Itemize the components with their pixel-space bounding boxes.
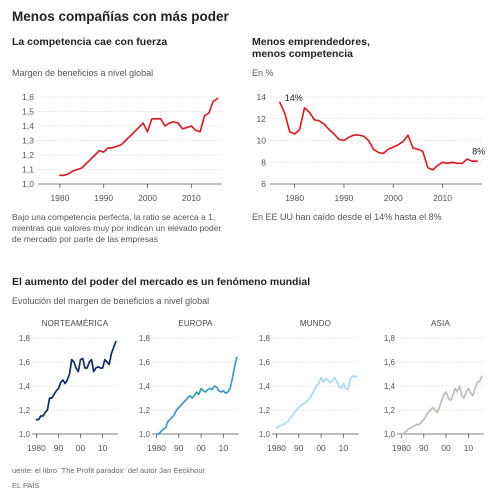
chart3-xtick-label: 10 xyxy=(98,443,108,453)
chart1-xtick-label: 1980 xyxy=(50,193,69,203)
chart5-xtick-label: 10 xyxy=(339,443,349,453)
chart2-ytick-label: 6 xyxy=(261,179,266,189)
chart4-ytick-label: 1,8 xyxy=(139,334,151,343)
chart2-title-line2: menos competencia xyxy=(252,48,353,60)
chart5-xtick-label: 00 xyxy=(316,443,326,453)
chart4-ytick-label: 1,0 xyxy=(139,430,151,439)
chart2-title-line1: Menos emprendedores, xyxy=(252,36,370,48)
chart1-ytick-label: 1,1 xyxy=(22,165,34,175)
chart2-series-line xyxy=(279,101,478,171)
chart1-ytick-label: 1,4 xyxy=(22,121,34,131)
chart5-region-title: MUNDO xyxy=(300,319,331,328)
chart5-ytick-label: 1,4 xyxy=(259,382,271,391)
chart3-ytick-label: 1,4 xyxy=(19,382,31,391)
footer-source: uente: el libro ¨The Profit paradox¨ del… xyxy=(12,466,205,475)
chart4-xtick-label: 00 xyxy=(196,443,206,453)
chart1-ytick-label: 1,2 xyxy=(22,150,34,160)
chart3-region-title: NORTEAMÉRICA xyxy=(42,319,109,328)
footer-credit: EL PAÍS xyxy=(12,481,40,490)
chart6-ytick-label: 1,0 xyxy=(384,430,396,439)
chart4-region-title: EUROPA xyxy=(178,319,213,328)
chart4-ytick-label: 1,4 xyxy=(139,382,151,391)
chart1-ytick-label: 1,3 xyxy=(22,136,34,146)
chart2-data-label: 14% xyxy=(285,93,303,103)
chart1-xtick-label: 2000 xyxy=(138,193,157,203)
chart3-series-line xyxy=(35,340,117,421)
chart3-xtick-label: 90 xyxy=(54,443,64,453)
main-title: Menos compañías con más poder xyxy=(12,9,229,24)
chart6-ytick-label: 1,4 xyxy=(384,382,396,391)
chart4-xtick-label: 90 xyxy=(174,443,184,453)
chart5-ytick-label: 1,8 xyxy=(259,334,271,343)
chart6-ytick-label: 1,2 xyxy=(384,406,396,415)
chart1-subtitle: Margen de beneficios a nivel global xyxy=(12,68,154,78)
chart5-ytick-label: 1,2 xyxy=(259,406,271,415)
chart6-series-line xyxy=(400,375,483,437)
chart3-ytick-label: 1,2 xyxy=(19,406,31,415)
chart2-xtick-label: 1980 xyxy=(285,193,304,203)
chart5-xtick-label: 1980 xyxy=(267,443,286,453)
chart2-data-label: 8% xyxy=(472,146,485,156)
chart2-note: En EE UU han caído desde el 14% hasta el… xyxy=(252,212,442,222)
chart4-xtick-label: 10 xyxy=(219,443,229,453)
chart5-series-line xyxy=(275,375,358,429)
chart1-series-line xyxy=(59,97,219,177)
chart5-ytick-label: 1,0 xyxy=(259,430,271,439)
chart5-xtick-label: 90 xyxy=(294,443,304,453)
section2-subtitle: Evolución del margen de beneficios a niv… xyxy=(12,296,210,306)
chart1-xtick-label: 2010 xyxy=(182,193,201,203)
chart2-xtick-label: 1990 xyxy=(334,193,353,203)
chart6-xtick-label: 00 xyxy=(441,443,451,453)
chart3-ytick-label: 1,8 xyxy=(19,334,31,343)
chart1-xtick-label: 1990 xyxy=(94,193,113,203)
chart1-ytick-label: 1,5 xyxy=(22,107,34,117)
chart6-xtick-label: 90 xyxy=(419,443,429,453)
chart2-xtick-label: 2000 xyxy=(384,193,403,203)
chart2-ytick-label: 14 xyxy=(257,92,267,102)
chart2-xtick-label: 2010 xyxy=(433,193,452,203)
chart2-ytick-label: 12 xyxy=(257,114,267,124)
chart2-ytick-label: 8 xyxy=(261,157,266,167)
chart2-subtitle: En % xyxy=(252,68,274,78)
chart1-note: Bajo una competencia perfecta, la ratio … xyxy=(12,212,222,244)
chart3-xtick-label: 1980 xyxy=(27,443,46,453)
chart6-ytick-label: 1,6 xyxy=(384,358,396,367)
chart6-ytick-label: 1,8 xyxy=(384,334,396,343)
chart3-xtick-label: 00 xyxy=(76,443,86,453)
chart1-ytick-label: 1,0 xyxy=(22,179,34,189)
chart6-xtick-label: 1980 xyxy=(392,443,411,453)
chart2-ytick-label: 10 xyxy=(257,136,267,146)
chart4-ytick-label: 1,6 xyxy=(139,358,151,367)
section2-title: El aumento del poder del mercado es un f… xyxy=(12,276,311,288)
chart4-xtick-label: 1980 xyxy=(147,443,166,453)
chart3-ytick-label: 1,0 xyxy=(19,430,31,439)
chart6-xtick-label: 10 xyxy=(464,443,474,453)
chart4-ytick-label: 1,2 xyxy=(139,406,151,415)
chart1-title: La competencia cae con fuerza xyxy=(12,36,168,48)
chart5-ytick-label: 1,6 xyxy=(259,358,271,367)
chart1-ytick-label: 1,6 xyxy=(22,92,34,102)
chart3-ytick-label: 1,6 xyxy=(19,358,31,367)
chart4-series-line xyxy=(155,356,238,435)
chart6-region-title: ASIA xyxy=(431,319,450,328)
